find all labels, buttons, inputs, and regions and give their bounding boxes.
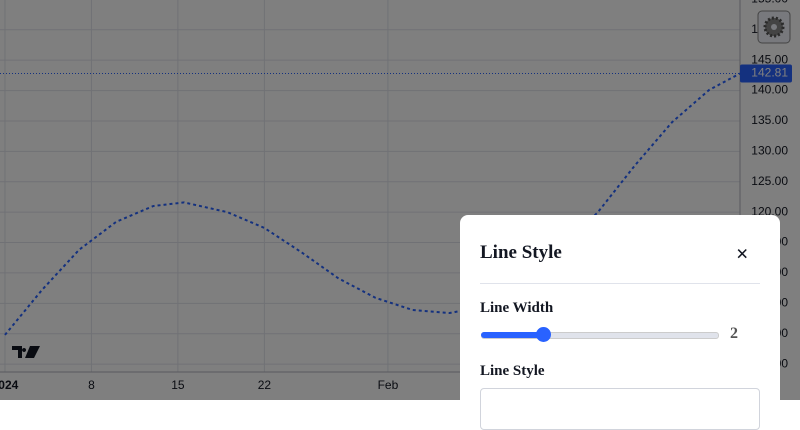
field-label: Line Width xyxy=(480,300,554,316)
slider-knob[interactable] xyxy=(536,327,551,342)
line-style-select[interactable] xyxy=(480,388,760,430)
line-style-dialog: Line Style × Line Width 2 Line Style xyxy=(460,215,780,430)
separator xyxy=(480,283,760,284)
slider-value: 2 xyxy=(730,325,738,342)
field-label: Line Style xyxy=(480,363,545,379)
slider-fill xyxy=(481,332,543,338)
dialog-title: Line Style xyxy=(480,242,562,263)
close-button[interactable]: × xyxy=(736,241,749,266)
